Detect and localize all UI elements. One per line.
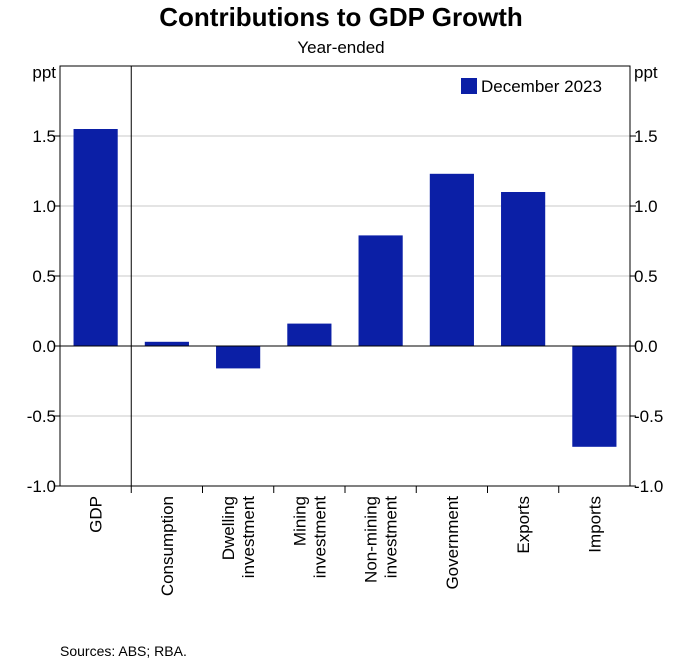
legend-swatch [461, 78, 477, 94]
source-note: Sources: ABS; RBA. [60, 643, 187, 659]
category-label-4-1: investment [382, 496, 401, 578]
category-label-1-0: Consumption [158, 496, 177, 596]
category-label-2-0: Dwelling [219, 496, 238, 560]
category-label-0-0: GDP [87, 496, 106, 533]
legend-label: December 2023 [481, 77, 602, 96]
bar-1 [144, 341, 189, 346]
y-tick-label-right: 0.5 [634, 267, 658, 286]
bar-3 [287, 323, 332, 346]
y-tick-label-left: -1.0 [27, 477, 56, 496]
category-label-4-0: Non-mining [362, 496, 381, 583]
y-tick-label-right: -1.0 [634, 477, 663, 496]
category-label-5-0: Government [443, 496, 462, 590]
category-label-6-0: Exports [514, 496, 533, 554]
bar-7 [572, 346, 617, 447]
bar-5 [429, 173, 474, 346]
bar-6 [501, 192, 546, 346]
y-tick-label-right: -0.5 [634, 407, 663, 426]
y-unit-label-right: ppt [634, 63, 658, 82]
category-label-3-1: investment [310, 496, 329, 578]
y-tick-label-left: 1.5 [32, 127, 56, 146]
category-label-7-0: Imports [585, 496, 604, 553]
chart-subtitle: Year-ended [297, 38, 385, 57]
bar-4 [358, 235, 403, 346]
y-tick-label-left: -0.5 [27, 407, 56, 426]
bar-2 [216, 346, 261, 369]
y-tick-label-right: 1.0 [634, 197, 658, 216]
y-tick-label-left: 0.0 [32, 337, 56, 356]
category-label-2-1: investment [239, 496, 258, 578]
y-tick-label-right: 0.0 [634, 337, 658, 356]
y-tick-label-left: 1.0 [32, 197, 56, 216]
y-unit-label-left: ppt [32, 63, 56, 82]
y-tick-label-right: 1.5 [634, 127, 658, 146]
bar-0 [73, 129, 118, 346]
y-tick-label-left: 0.5 [32, 267, 56, 286]
category-label-3-0: Mining [290, 496, 309, 546]
chart-title: Contributions to GDP Growth [159, 2, 523, 32]
